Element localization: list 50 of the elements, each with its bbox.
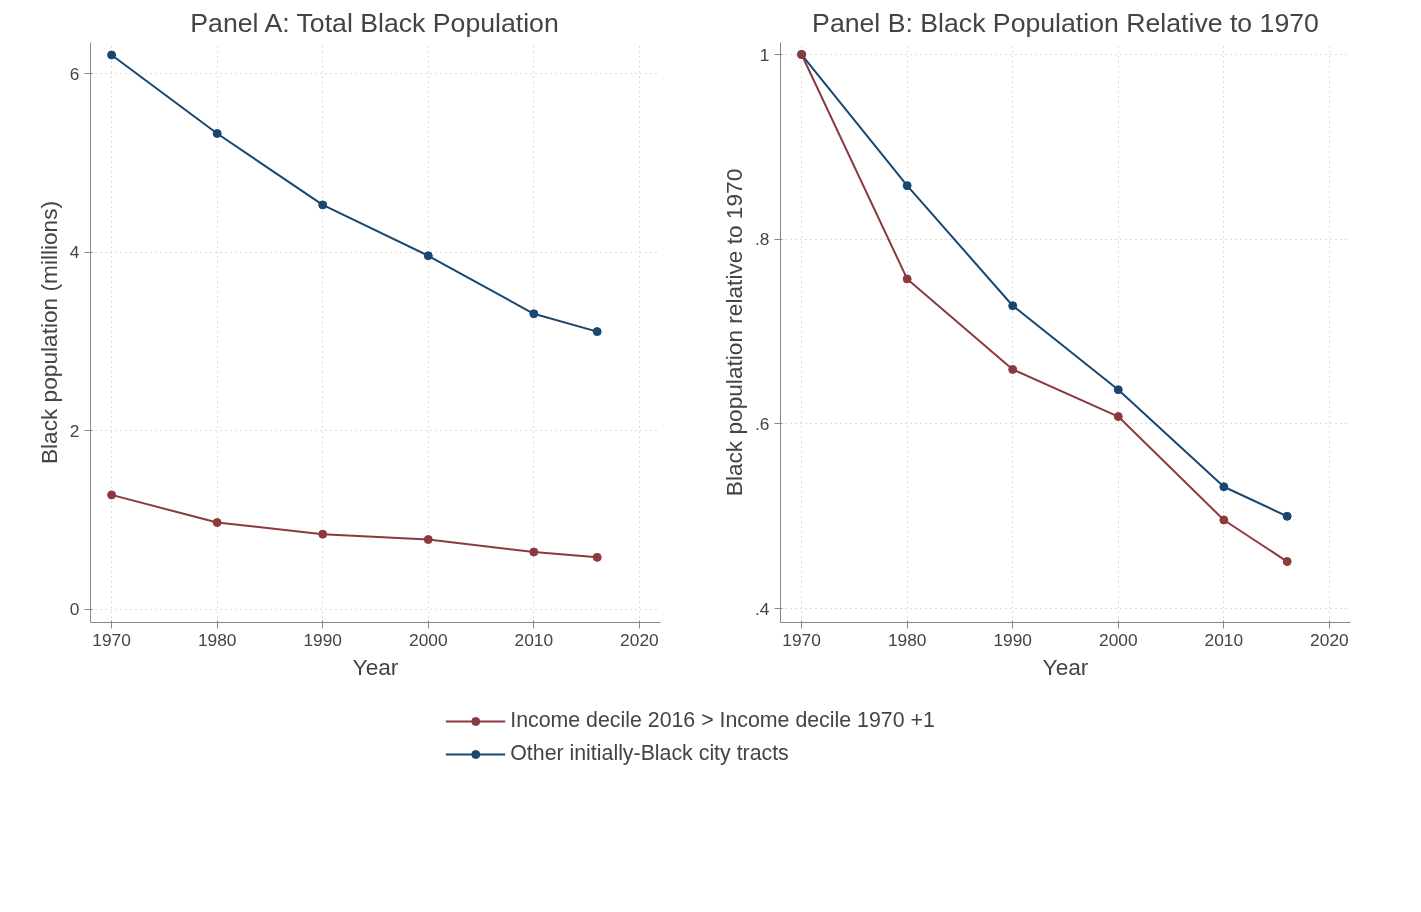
legend-label: Other initially-Black city tracts [510, 741, 789, 766]
point [1008, 301, 1018, 311]
x-tick-label: 1970 [782, 629, 821, 650]
point [1113, 412, 1123, 422]
x-axis-title: Year [352, 653, 399, 680]
chart-title: Panel A: Total Black Population [190, 7, 559, 38]
y-tick-label: 6 [69, 63, 80, 84]
point [107, 50, 117, 60]
point [318, 529, 328, 539]
legend-label: Income decile 2016 > Income decile 1970 +1 [510, 708, 935, 733]
y-tick-label: 4 [69, 242, 80, 263]
x-tick-label: 2000 [409, 629, 448, 650]
point [212, 518, 222, 528]
point [423, 535, 433, 545]
point [1219, 482, 1229, 492]
x-tick-label: 1990 [303, 629, 343, 650]
x-tick-label: 1980 [197, 629, 237, 650]
y-tick-label: 2 [69, 420, 80, 441]
x-tick-label: 2020 [1310, 629, 1349, 650]
point [212, 129, 222, 139]
chart-title: Panel B: Black Population Relative to 1970 [812, 7, 1319, 38]
point [1282, 511, 1292, 521]
point [1219, 515, 1229, 525]
point [529, 547, 539, 557]
point [1282, 557, 1292, 567]
y-tick-label: .4 [755, 598, 770, 619]
x-tick-label: 1970 [92, 629, 131, 650]
y-tick-label: .6 [755, 413, 770, 434]
x-tick-label: 2020 [620, 629, 659, 650]
x-tick-label: 2010 [514, 629, 554, 650]
point [902, 274, 912, 284]
x-tick-label: 2010 [1204, 629, 1244, 650]
x-tick-label: 1980 [887, 629, 927, 650]
point [529, 309, 539, 319]
x-tick-label: 1990 [993, 629, 1033, 650]
point [592, 552, 602, 562]
x-axis-title: Year [1042, 653, 1089, 680]
y-axis-title: Black population (millions) [35, 200, 62, 465]
y-axis-title: Black population relative to 1970 [721, 168, 748, 497]
point [592, 327, 602, 337]
y-tick-label: 1 [759, 44, 770, 65]
point [1113, 385, 1123, 395]
y-tick-label: .8 [755, 229, 770, 250]
point [318, 200, 328, 210]
point [902, 181, 912, 191]
point [1008, 364, 1018, 374]
point [423, 251, 433, 261]
point [107, 490, 117, 500]
y-tick-label: 0 [69, 599, 80, 620]
x-tick-label: 2000 [1099, 629, 1138, 650]
